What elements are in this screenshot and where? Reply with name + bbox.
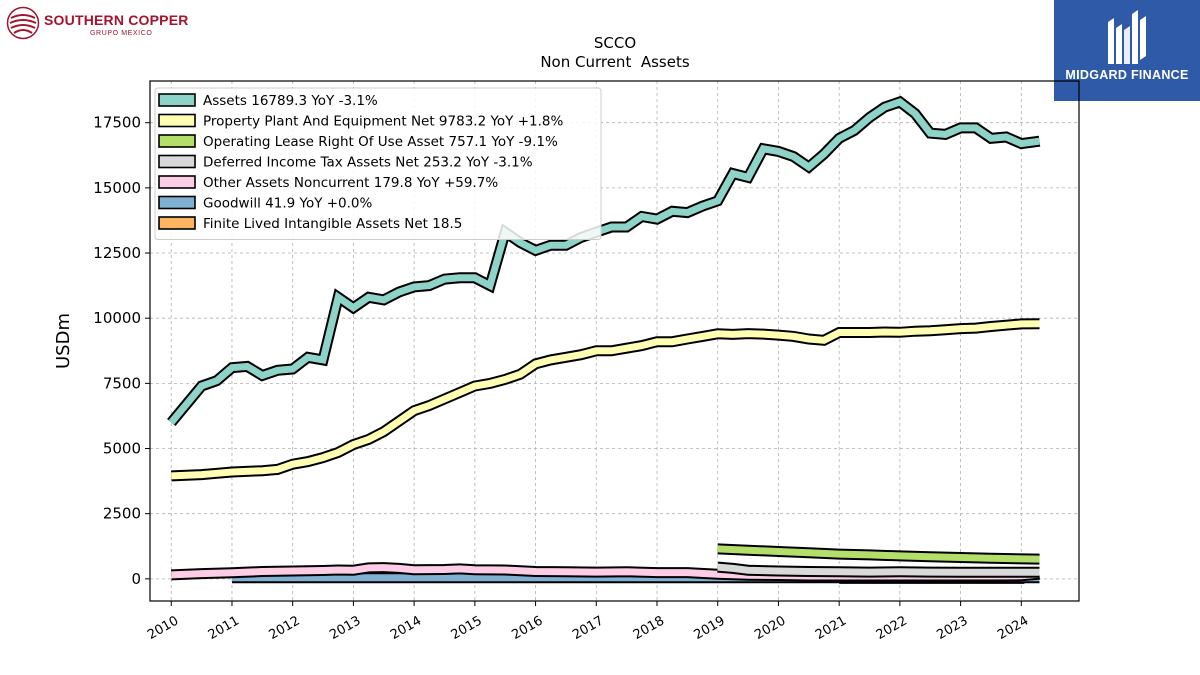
legend-item: Other Assets Noncurrent 179.8 YoY +59.7%	[158, 175, 498, 191]
legend-swatch	[158, 113, 196, 128]
legend-label: Operating Lease Right Of Use Asset 757.1…	[203, 134, 558, 150]
x-tick-label: 2021	[813, 613, 849, 643]
legend-item: Property Plant And Equipment Net 9783.2 …	[158, 113, 563, 130]
midgard-finance-logo: MIDGARD FINANCE	[1054, 0, 1200, 101]
y-tick-label: 7500	[103, 374, 141, 392]
plot-area	[167, 95, 1041, 584]
series-deferred-income-tax-assets-net	[717, 561, 1040, 578]
legend-box	[154, 87, 602, 240]
southern-copper-logo: SOUTHERN COPPER GRUPO MEXICO	[6, 6, 196, 42]
x-tick-label: 2023	[934, 613, 970, 643]
x-tick-label: 2018	[631, 613, 667, 643]
legend-label: Other Assets Noncurrent 179.8 YoY +59.7%	[203, 175, 498, 191]
midgard-finance-mark-icon	[1108, 10, 1146, 64]
legend-label: Assets 16789.3 YoY -3.1%	[203, 93, 378, 109]
legend-swatch	[158, 216, 196, 230]
x-tick-label: 2020	[752, 613, 788, 643]
legend-swatch	[158, 134, 196, 148]
x-tick-label: 2014	[388, 613, 424, 643]
plot-frame	[149, 80, 1080, 602]
legend-swatch	[158, 93, 196, 107]
y-tick-label: 15000	[93, 179, 141, 197]
series-line	[717, 545, 1040, 563]
y-tick-label: 0	[131, 570, 141, 588]
series-line	[171, 320, 1040, 480]
series-assets	[167, 95, 1041, 427]
legend: Assets 16789.3 YoY -3.1% Property Plant A…	[154, 87, 602, 240]
x-tick-label: 2010	[145, 613, 181, 643]
x-tick-label: 2017	[570, 613, 606, 643]
legend-swatch	[158, 195, 196, 210]
chart-subtitle: Non Current Assets	[540, 53, 690, 71]
y-axis-label: USDm	[53, 313, 74, 369]
x-tick-label: 2022	[874, 613, 910, 643]
series-line	[717, 563, 1040, 576]
x-tick-label: 2013	[327, 613, 363, 643]
y-tick-label: 5000	[103, 440, 141, 458]
legend-label: Finite Lived Intangible Assets Net 18.5	[203, 216, 462, 232]
y-tick-label: 17500	[93, 114, 141, 132]
legend-label: Goodwill 41.9 YoY +0.0%	[203, 196, 373, 212]
legend-swatch	[158, 154, 196, 169]
y-tick-label: 10000	[93, 309, 141, 327]
legend-item: Assets 16789.3 YoY -3.1%	[158, 93, 378, 109]
legend-item: Deferred Income Tax Assets Net 253.2 YoY…	[158, 154, 533, 171]
x-tick-label: 2011	[206, 613, 242, 643]
x-tick-label: 2024	[995, 613, 1031, 643]
series-outline	[171, 318, 1040, 482]
x-tick-label: 2016	[509, 613, 545, 643]
y-tick-label: 12500	[93, 244, 141, 262]
legend-label: Deferred Income Tax Assets Net 253.2 YoY…	[203, 155, 533, 171]
legend-item: Goodwill 41.9 YoY +0.0%	[158, 195, 373, 212]
series-property-plant-and-equipment-net	[171, 318, 1040, 482]
chart-title: SCCO	[594, 34, 636, 52]
legend-item: Finite Lived Intangible Assets Net 18.5	[158, 216, 462, 232]
series-operating-lease-right-of-use-asset	[717, 543, 1040, 565]
x-tick-label: 2015	[449, 613, 485, 643]
x-tick-label: 2019	[692, 613, 728, 643]
legend-label: Property Plant And Equipment Net 9783.2 …	[203, 114, 563, 130]
x-tick-label: 2012	[267, 613, 303, 643]
company-logo-subtext: GRUPO MEXICO	[90, 30, 153, 37]
series-line	[168, 97, 1040, 425]
y-tick-label: 2500	[103, 505, 141, 523]
company-logo-text: SOUTHERN COPPER	[44, 12, 189, 28]
legend-swatch	[158, 175, 196, 189]
legend-item: Operating Lease Right Of Use Asset 757.1…	[158, 134, 558, 150]
southern-copper-emblem-icon	[6, 6, 40, 40]
partner-logo-text: MIDGARD FINANCE	[1065, 68, 1189, 82]
